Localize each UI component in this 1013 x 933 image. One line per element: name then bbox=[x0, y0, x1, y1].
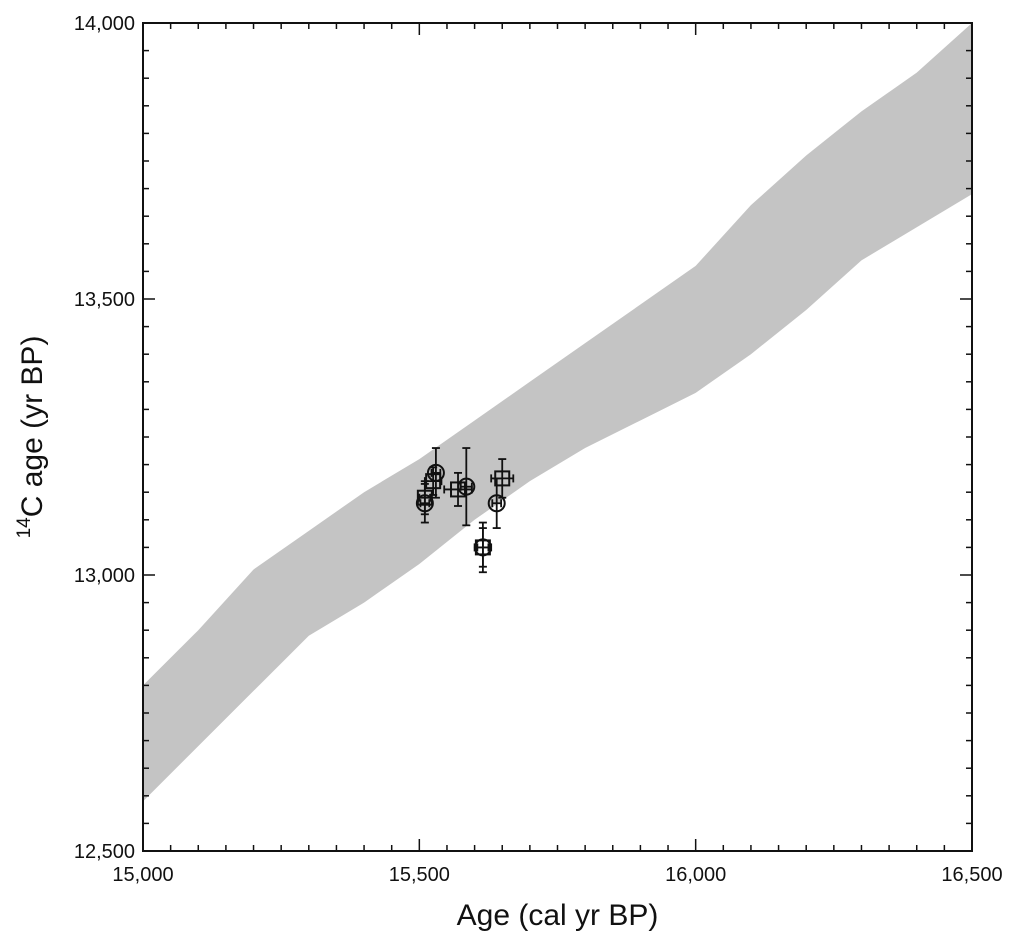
y-axis-title-main: C age (yr BP) bbox=[16, 336, 49, 518]
y-tick-label: 13,000 bbox=[74, 565, 135, 587]
data-point-square bbox=[423, 466, 443, 496]
x-tick-label: 15,000 bbox=[112, 864, 173, 886]
y-tick-label: 12,500 bbox=[74, 841, 135, 863]
calibration-band bbox=[143, 23, 972, 802]
data-point-square bbox=[490, 458, 515, 499]
data-point-square bbox=[416, 480, 433, 516]
data-point-square bbox=[443, 471, 473, 507]
calibration-band-layer bbox=[143, 23, 972, 802]
y-axis-title-superscript: 14 bbox=[14, 517, 35, 539]
x-tick-label: 16,000 bbox=[665, 864, 726, 886]
tick-label-layer: 15,000 15,500 16,000 16,500 12,500 13,000 13,5… bbox=[74, 13, 1003, 886]
data-point-layer bbox=[415, 447, 515, 574]
x-axis-title: Age (cal yr BP) bbox=[457, 899, 659, 932]
plot-frame bbox=[142, 22, 973, 852]
y-axis-title: 14C age (yr BP) bbox=[14, 336, 49, 539]
x-tick-label: 15,500 bbox=[389, 864, 450, 886]
y-tick-label: 13,500 bbox=[74, 289, 135, 311]
y-tick-label: 14,000 bbox=[74, 13, 135, 35]
data-point-square bbox=[473, 527, 493, 568]
x-tick-label: 16,500 bbox=[941, 864, 1002, 886]
